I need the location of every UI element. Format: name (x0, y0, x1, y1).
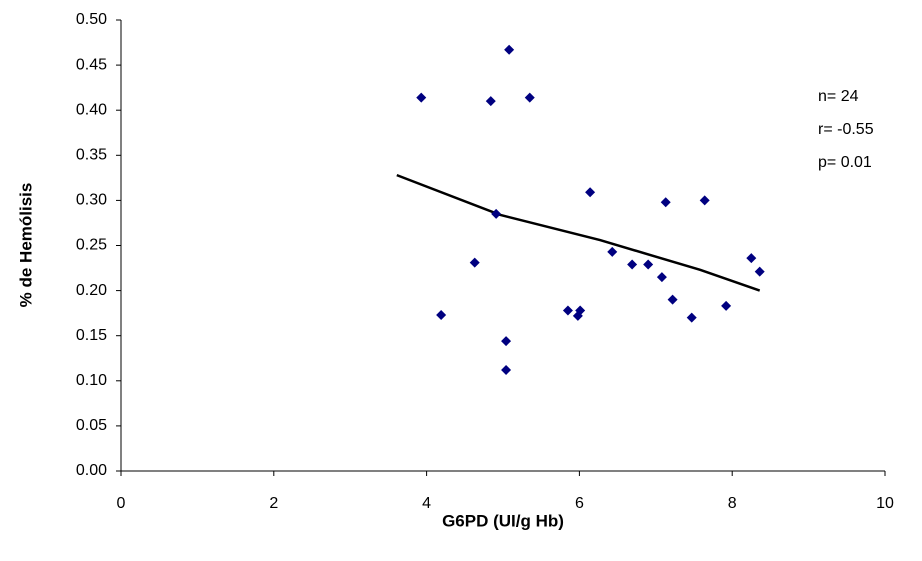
data-point (667, 294, 678, 305)
y-tick-label: 0.45 (76, 56, 107, 73)
x-axis-title: G6PD (UI/g Hb) (442, 511, 564, 530)
data-point (627, 259, 638, 270)
y-tick-label: 0.40 (76, 101, 107, 118)
data-point (504, 44, 515, 55)
annotation: p= 0.01 (818, 154, 872, 171)
annotation: r= -0.55 (818, 121, 874, 138)
x-tick-label: 2 (269, 495, 278, 512)
data-point (485, 96, 496, 107)
y-tick-label: 0.35 (76, 147, 107, 164)
annotation: n= 24 (818, 88, 859, 105)
data-point (746, 253, 757, 264)
data-point (524, 92, 535, 103)
data-point (572, 310, 583, 321)
data-point (469, 257, 480, 268)
x-tick-label: 0 (117, 495, 126, 512)
x-tick-label: 8 (728, 495, 737, 512)
data-point (416, 92, 427, 103)
y-tick-label: 0.50 (76, 11, 107, 28)
data-point (607, 246, 618, 257)
y-tick-label: 0.25 (76, 237, 107, 254)
data-point (501, 336, 512, 347)
y-tick-label: 0.20 (76, 282, 107, 299)
y-tick-label: 0.00 (76, 462, 107, 479)
y-axis-title: % de Hemólisis (16, 183, 35, 308)
y-tick-label: 0.15 (76, 327, 107, 344)
data-point (721, 300, 732, 311)
data-point (754, 266, 765, 277)
y-tick-label: 0.10 (76, 372, 107, 389)
data-point (643, 259, 654, 270)
data-point (501, 364, 512, 375)
data-point (562, 305, 573, 316)
data-point (699, 195, 710, 206)
y-tick-label: 0.05 (76, 417, 107, 434)
data-point (660, 197, 671, 208)
x-tick-label: 6 (575, 495, 584, 512)
x-tick-label: 4 (422, 495, 431, 512)
data-point (656, 272, 667, 283)
y-tick-label: 0.30 (76, 192, 107, 209)
data-point (585, 187, 596, 198)
data-point (436, 309, 447, 320)
data-point (491, 208, 502, 219)
trend-line (396, 173, 761, 292)
x-tick-label: 10 (876, 495, 894, 512)
data-point (686, 312, 697, 323)
